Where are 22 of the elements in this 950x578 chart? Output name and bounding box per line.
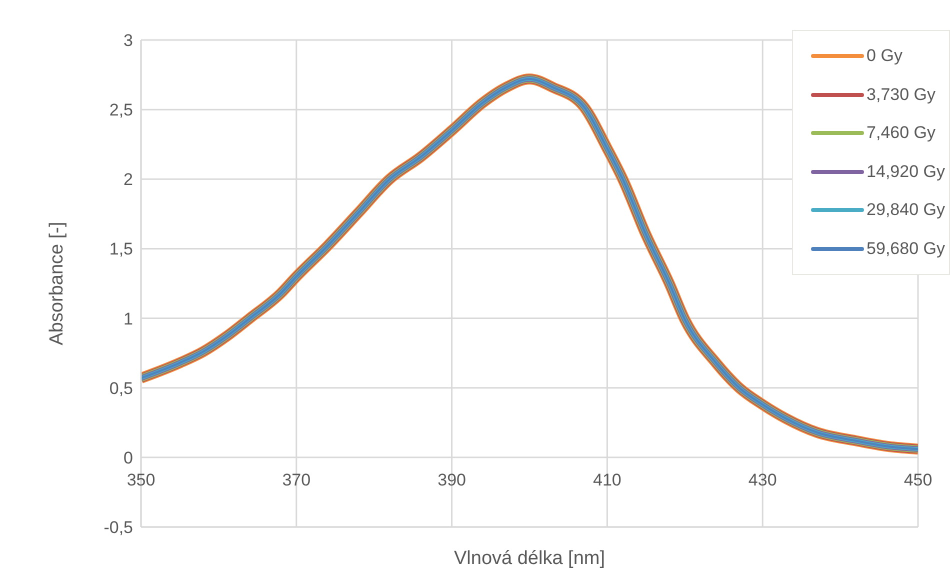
legend-label: 7,460 Gy [866,123,936,144]
legend-label: 14,920 Gy [866,162,945,182]
x-tick-label: 410 [593,470,622,490]
y-tick-label: 0,5 [109,378,133,398]
y-tick-label: 3 [124,31,133,50]
y-tick-label: 1 [124,309,133,328]
legend-label: 3,730 Gy [866,84,936,105]
y-tick-label: -0,5 [104,518,133,538]
y-tick-label: 0 [124,448,133,468]
y-tick-label: 2,5 [109,100,133,120]
y-axis-title: Absorbance [-] [46,222,68,346]
legend-label: 59,680 Gy [866,238,945,259]
legend-label: 0 Gy [866,46,902,66]
y-tick-label: 2 [124,170,133,190]
y-tick-label: 1,5 [109,240,133,259]
x-tick-label: 370 [282,470,311,490]
legend-label: 29,840 Gy [866,200,945,220]
x-tick-label: 350 [126,470,156,490]
x-tick-label: 430 [748,470,777,490]
x-tick-label: 450 [904,470,932,490]
x-tick-label: 390 [438,470,466,490]
x-axis-title: Vlnová délka [nm] [454,548,606,569]
